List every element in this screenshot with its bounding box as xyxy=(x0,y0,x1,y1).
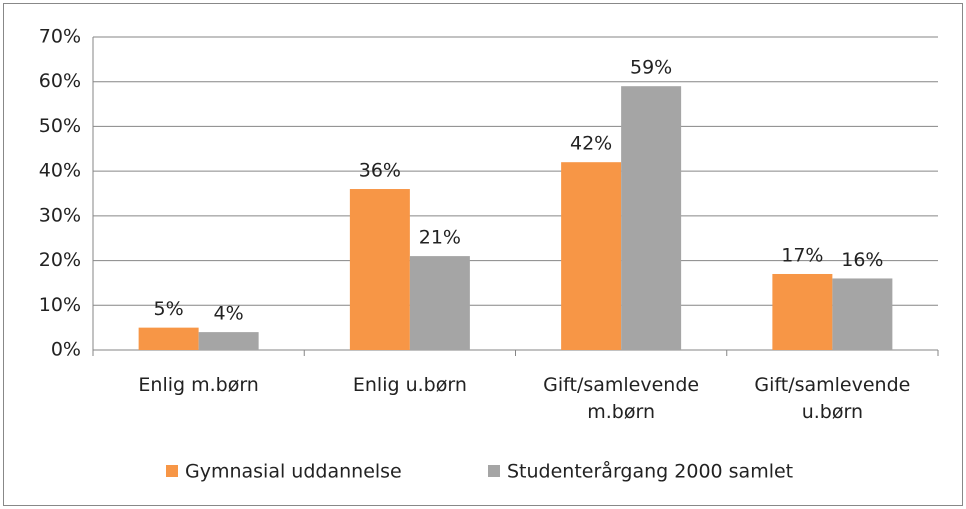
data-label: 36% xyxy=(359,160,401,182)
data-label: 4% xyxy=(214,303,244,325)
legend-swatch xyxy=(166,465,178,477)
y-tick-label: 60% xyxy=(39,70,81,92)
data-label: 17% xyxy=(781,244,823,266)
bar xyxy=(772,273,833,350)
data-label: 21% xyxy=(419,227,461,249)
bar xyxy=(832,278,893,350)
chart-frame xyxy=(3,3,963,506)
y-tick-label: 20% xyxy=(39,249,81,271)
y-tick-label: 10% xyxy=(39,294,81,316)
bar xyxy=(138,327,199,350)
legend-label: Studenterårgang 2000 samlet xyxy=(507,460,793,483)
y-tick-label: 30% xyxy=(39,204,81,226)
x-tick-label: Gift/samlevende m.børn xyxy=(543,374,699,423)
data-label: 59% xyxy=(630,57,672,79)
y-tick-label: 70% xyxy=(39,26,81,48)
y-tick-label: 40% xyxy=(39,160,81,182)
x-tick-label: Enlig u.børn xyxy=(353,374,467,396)
x-tick-label: Gift/samlevende u.børn xyxy=(754,374,910,423)
x-tick-label: Enlig m.børn xyxy=(138,374,258,396)
y-tick-label: 0% xyxy=(51,339,81,361)
legend-swatch xyxy=(488,465,500,477)
y-tick-label: 50% xyxy=(39,115,81,137)
data-label: 5% xyxy=(154,298,184,320)
bar xyxy=(561,162,622,350)
data-label: 42% xyxy=(570,133,612,155)
data-label: 16% xyxy=(841,249,883,271)
legend-label: Gymnasial uddannelse xyxy=(185,461,402,483)
bar xyxy=(349,189,410,350)
bar xyxy=(621,86,682,350)
bar xyxy=(409,256,470,350)
bar xyxy=(198,332,259,350)
